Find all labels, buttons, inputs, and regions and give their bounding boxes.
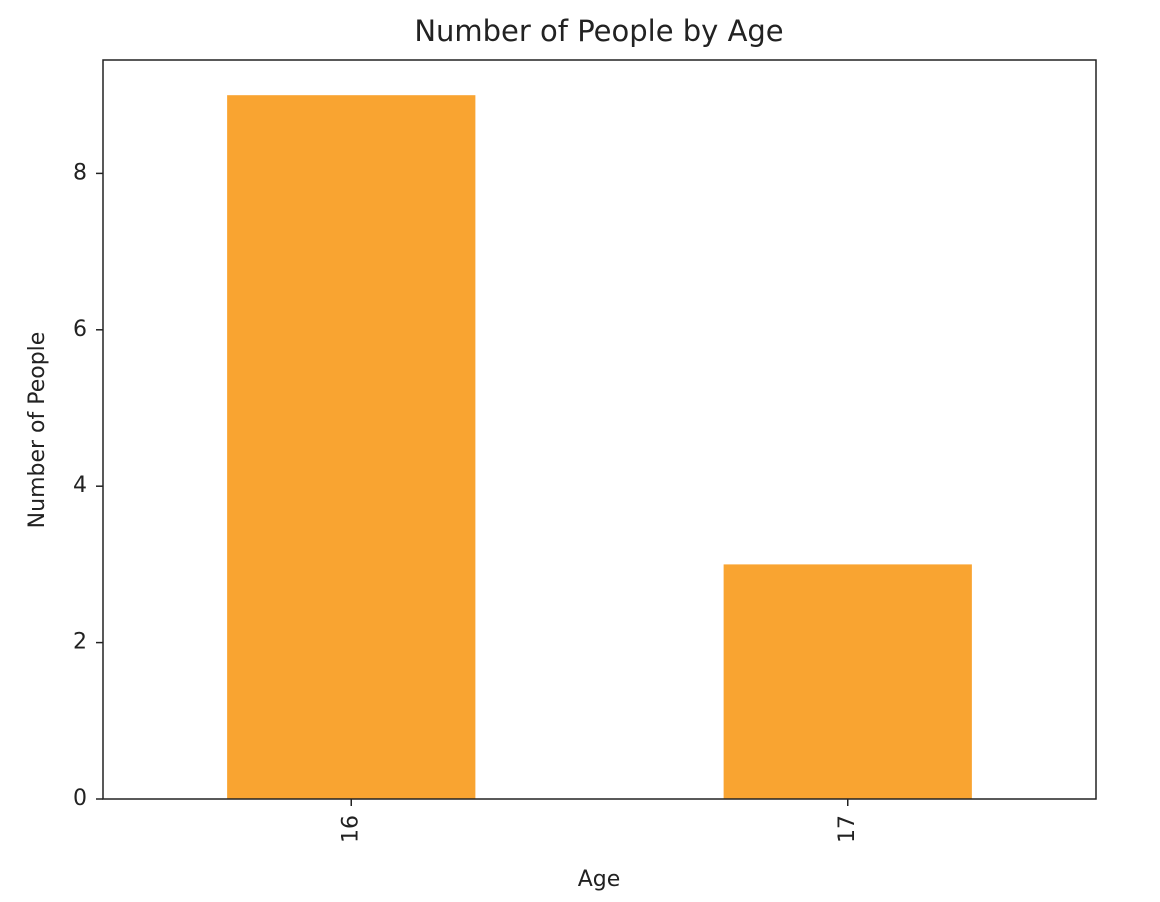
y-tick-label: 6: [73, 317, 87, 342]
plot-frame: [102, 59, 1097, 800]
x-axis-label: Age: [578, 867, 621, 892]
x-tick-label: 16: [338, 815, 363, 843]
y-tick-label: 2: [73, 630, 87, 655]
bar: [723, 564, 972, 799]
y-tick-label: 4: [73, 473, 87, 498]
y-tick-label: 8: [73, 160, 87, 185]
x-tick-label: 17: [835, 815, 860, 843]
bar: [227, 95, 476, 799]
y-tick-label: 0: [73, 786, 87, 811]
chart-title: Number of People by Age: [414, 14, 783, 48]
y-axis-label: Number of People: [25, 332, 50, 529]
